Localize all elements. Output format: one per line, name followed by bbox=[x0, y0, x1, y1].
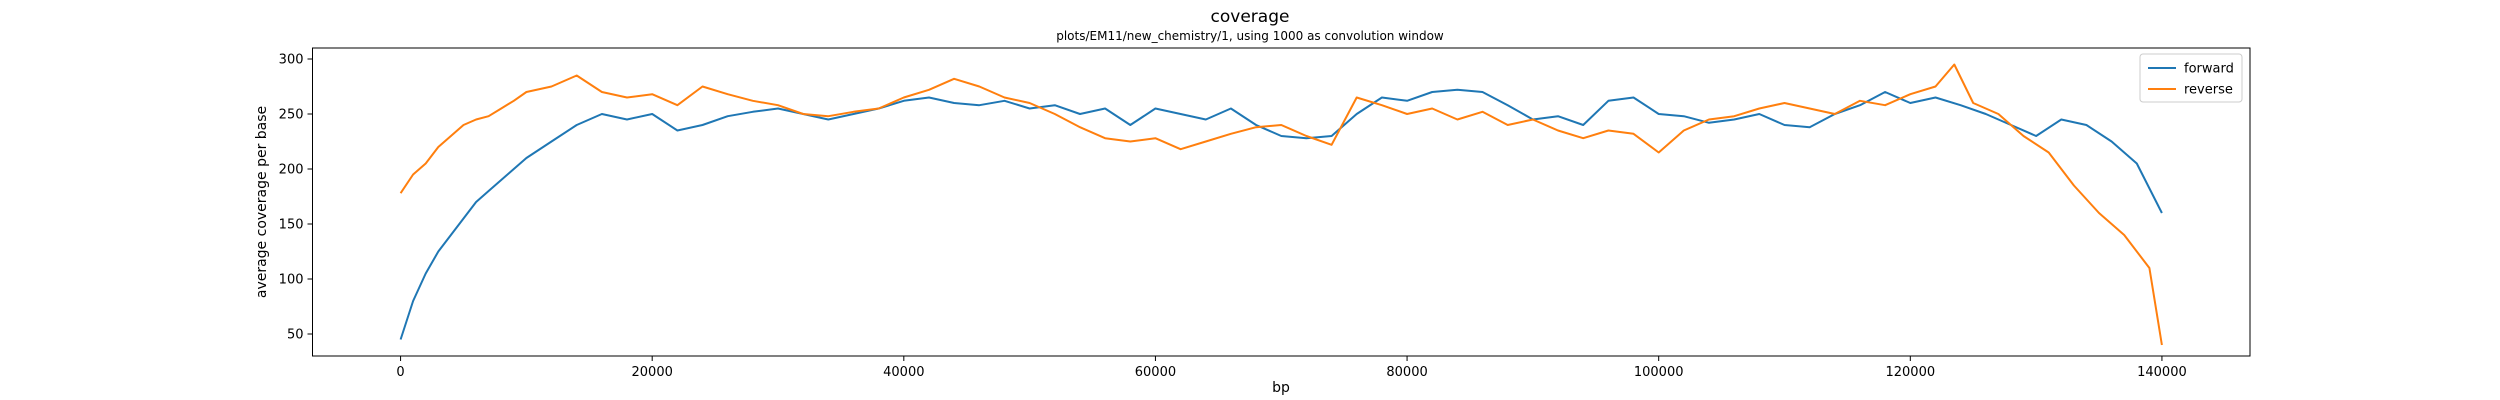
y-axis-ticks: 50 100 150 200 250 300 bbox=[279, 53, 313, 343]
x-tick-label: 20000 bbox=[632, 365, 673, 380]
y-tick-label: 50 bbox=[287, 328, 304, 343]
y-tick-label: 250 bbox=[279, 108, 304, 123]
x-tick-label: 40000 bbox=[883, 365, 924, 380]
series-line-reverse bbox=[399, 63, 2163, 346]
x-tick-label: 80000 bbox=[1386, 365, 1427, 380]
y-tick-label: 200 bbox=[279, 163, 304, 178]
plot-lines bbox=[399, 63, 2163, 346]
y-tick-label: 300 bbox=[279, 53, 304, 68]
x-axis-ticks: 0 20000 40000 60000 80000 100000 120000 140000 bbox=[396, 356, 2187, 380]
legend: forward reverse bbox=[2139, 53, 2243, 103]
x-tick-label: 120000 bbox=[1885, 365, 1935, 380]
x-tick-label: 100000 bbox=[1634, 365, 1684, 380]
x-tick-label: 140000 bbox=[2137, 365, 2187, 380]
x-tick-label: 0 bbox=[396, 365, 404, 380]
y-tick-label: 100 bbox=[279, 273, 304, 288]
y-axis-label: average coverage per base bbox=[254, 106, 270, 298]
legend-label-forward: forward bbox=[2184, 62, 2234, 77]
series-line-forward bbox=[399, 88, 2163, 340]
plot-frame bbox=[312, 47, 2251, 357]
chart-title: coverage bbox=[1211, 7, 1290, 27]
chart-subtitle: plots/EM11/new_chemistry/1, using 1000 a… bbox=[1056, 29, 1444, 43]
x-tick-label: 60000 bbox=[1135, 365, 1176, 380]
y-tick-label: 150 bbox=[279, 218, 304, 233]
x-axis-label: bp bbox=[1272, 380, 1290, 396]
legend-label-reverse: reverse bbox=[2184, 83, 2233, 98]
